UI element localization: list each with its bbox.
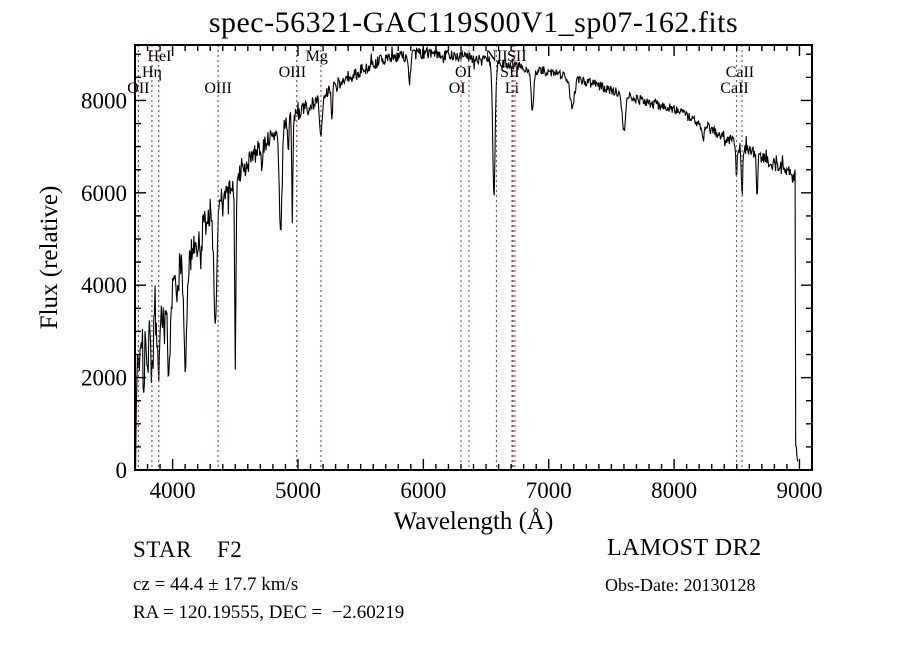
y-axis-title: Flux (relative) [36,186,63,330]
obs-date-label: Obs-Date: 20130128 [605,575,756,595]
spectral-line-markers-overlay [137,45,743,470]
spectral-line-label: OI [455,64,472,81]
spectral-line-label: Hη [142,64,162,81]
y-tick-label: 2000 [81,366,127,391]
object-class-label: STAR F2 [133,537,243,562]
y-tick-label: 6000 [81,181,127,206]
ra-dec-label: RA = 120.19555, DEC = −2.60219 [133,602,405,623]
x-tick-label: 9000 [776,478,822,503]
spectral-line-label: OIII [279,64,307,81]
spectral-line-label: CaII [726,64,754,81]
spectral-line-label: Li [505,80,520,97]
x-tick-label: 4000 [150,478,196,503]
survey-release-label: LAMOST DR2 [607,535,762,561]
spectral-line-label: OII [127,80,149,97]
x-tick-label: 6000 [400,478,446,503]
spectral-line-label: CaII [720,80,748,97]
x-tick-label: 5000 [275,478,321,503]
plot-title: spec-56321-GAC119S00V1_sp07-162.fits [208,6,739,39]
spectral-line-markers [137,45,743,470]
x-tick-label: 8000 [651,478,697,503]
spectral-line-label: SII [507,48,527,65]
spectral-line-label: HeI [147,48,171,65]
spectral-line-label: Mg [306,48,328,65]
spectral-line-label: NII [485,48,507,65]
spectral-line-label: SII [500,64,520,81]
axis-ticks [135,45,812,471]
spectrum-trace [135,45,799,468]
axis-tick-labels: 4000 5000 6000 7000 8000 9000 0 2000 4000 6000 800… [81,88,822,503]
cz-velocity-label: cz = 44.4 ± 17.7 km/s [133,574,299,595]
spectral-line-label: OI [449,80,466,97]
y-tick-label: 4000 [81,273,127,298]
spectral-line-label: OIII [204,80,232,97]
y-tick-label: 8000 [81,88,127,113]
x-tick-label: 7000 [526,478,572,503]
x-axis-title: Wavelength (Å) [394,508,554,535]
y-tick-label: 0 [116,458,128,483]
